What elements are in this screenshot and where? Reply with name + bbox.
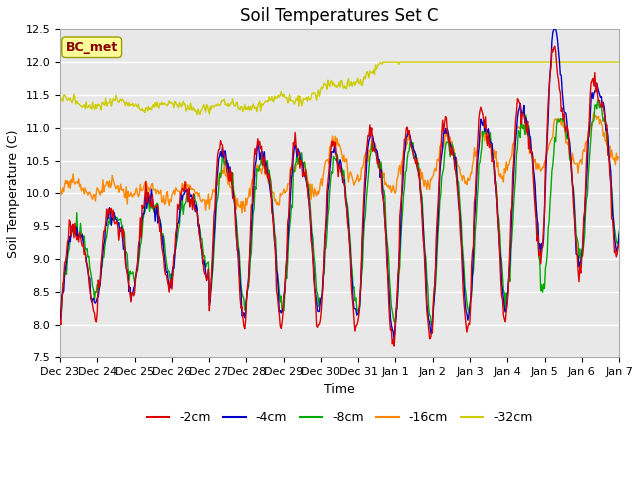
Title: Soil Temperatures Set C: Soil Temperatures Set C	[240, 7, 439, 25]
Legend: -2cm, -4cm, -8cm, -16cm, -32cm: -2cm, -4cm, -8cm, -16cm, -32cm	[141, 406, 538, 429]
Text: BC_met: BC_met	[65, 41, 118, 54]
X-axis label: Time: Time	[324, 383, 355, 396]
Y-axis label: Soil Temperature (C): Soil Temperature (C)	[7, 129, 20, 258]
